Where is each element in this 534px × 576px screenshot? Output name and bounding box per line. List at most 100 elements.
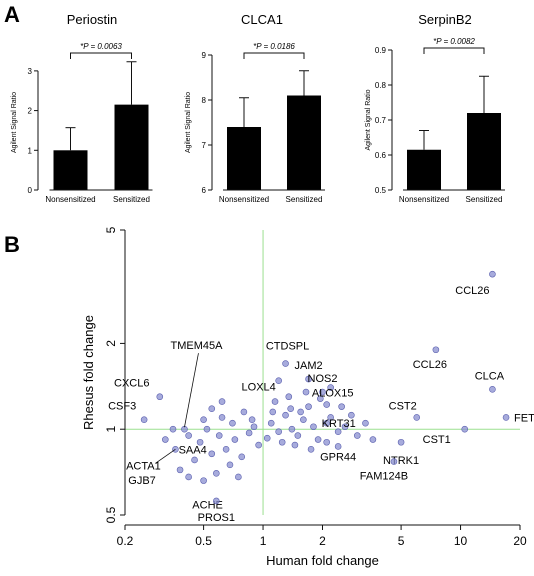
y-tick-label: 0.6 xyxy=(375,151,387,160)
bar-chart-1: Periostin 0 1 2 3 Agilent Signal Ratio Nonsens… xyxy=(11,12,153,204)
data-point xyxy=(213,470,220,477)
bar xyxy=(407,149,441,190)
significance-label: *P = 0.0082 xyxy=(433,37,475,46)
data-point xyxy=(282,360,289,367)
category-label: Nonsensitized xyxy=(219,195,269,204)
category-label: Sensitized xyxy=(113,195,150,204)
label-leader-line xyxy=(184,353,199,428)
data-point xyxy=(231,436,239,443)
significance-label: *P = 0.0063 xyxy=(80,42,122,51)
data-point xyxy=(235,473,242,481)
data-point xyxy=(282,411,289,419)
label-leader-line xyxy=(155,448,176,464)
x-tick-label: 1 xyxy=(260,534,267,548)
y-tick-label: 8 xyxy=(202,96,207,105)
x-axis-label: Human fold change xyxy=(266,553,379,568)
panel-b-label: B xyxy=(4,232,20,257)
data-point-label: NTRK1 xyxy=(383,455,419,467)
data-point xyxy=(218,414,226,421)
data-point-label: CCL26 xyxy=(455,285,489,297)
data-point xyxy=(156,393,164,401)
y-tick-label: 2 xyxy=(28,107,33,116)
data-point xyxy=(269,408,277,416)
bar xyxy=(227,127,261,190)
category-label: Sensitized xyxy=(466,195,503,204)
data-point xyxy=(271,398,279,405)
panel-a-label: A xyxy=(4,2,20,27)
data-point xyxy=(229,419,236,427)
data-point xyxy=(323,419,330,427)
y-tick-label: 7 xyxy=(202,141,207,150)
data-point-label: ACTA1 xyxy=(126,460,161,472)
data-point xyxy=(240,408,248,416)
data-point xyxy=(196,438,204,446)
data-point xyxy=(323,438,330,446)
data-point xyxy=(176,466,184,474)
data-point xyxy=(314,436,322,443)
data-point xyxy=(250,423,258,431)
bar xyxy=(287,95,321,190)
data-point xyxy=(341,423,349,431)
data-point xyxy=(263,434,271,442)
data-point xyxy=(255,441,262,449)
data-point xyxy=(218,398,226,405)
data-point xyxy=(310,423,317,431)
x-tick-label: 10 xyxy=(454,534,468,548)
data-point xyxy=(489,270,496,278)
data-point xyxy=(238,453,246,461)
data-point xyxy=(327,414,334,421)
data-point-label: CTDSPL xyxy=(266,341,309,353)
data-point xyxy=(191,456,198,464)
data-point xyxy=(297,408,304,416)
y-axis-label: Agilent Signal Ratio xyxy=(365,89,372,150)
data-point xyxy=(248,416,256,423)
data-point-label: JAM2 xyxy=(294,360,322,372)
y-tick-label: 0.5 xyxy=(375,186,387,195)
data-point xyxy=(140,416,148,423)
bar-chart-2: CLCA1 6 7 8 9 Agilent Signal Ratio Nonsensitiz… xyxy=(185,12,325,204)
data-point xyxy=(208,450,216,458)
bar-charts: Periostin 0 1 2 3 Agilent Signal Ratio Nonsens… xyxy=(11,12,505,204)
bar-chart-title: CLCA1 xyxy=(241,12,283,27)
data-point xyxy=(226,461,234,469)
data-point xyxy=(278,438,286,446)
data-point-label: CSF3 xyxy=(108,401,136,413)
bar xyxy=(114,104,149,190)
data-point xyxy=(397,438,405,446)
data-point xyxy=(334,443,342,450)
data-point-label: GJB7 xyxy=(128,475,156,487)
data-point xyxy=(169,425,177,433)
y-tick-label: 6 xyxy=(202,186,207,195)
data-point-label: CST1 xyxy=(423,434,451,446)
data-point-label: NOS2 xyxy=(308,373,338,385)
y-tick-label: 0.9 xyxy=(375,46,387,55)
data-point xyxy=(353,432,361,439)
y-axis-label: Rhesus fold change xyxy=(81,315,96,430)
data-point xyxy=(305,375,312,383)
data-point xyxy=(213,497,220,505)
data-point xyxy=(502,414,510,421)
scatter-chart: 0.2 0.5 1 2 5 10 20 0.5 1 2 5 Human fold change Rhes… xyxy=(81,226,534,568)
data-point-label: KRT31 xyxy=(322,418,356,430)
data-point xyxy=(338,403,345,410)
data-point-label: LOXL4 xyxy=(242,382,276,394)
data-point xyxy=(275,428,282,436)
data-point xyxy=(362,419,369,427)
data-point xyxy=(222,446,230,453)
data-point xyxy=(323,401,330,408)
data-point-label: FETUB xyxy=(514,412,534,424)
data-point xyxy=(413,414,421,421)
data-point xyxy=(208,405,216,413)
data-point xyxy=(390,458,398,465)
data-point xyxy=(200,416,207,423)
data-point xyxy=(294,432,302,439)
significance-bracket xyxy=(423,47,485,54)
x-tick-label: 20 xyxy=(513,534,527,548)
y-tick-label: 2 xyxy=(104,340,118,347)
y-tick-label: 0 xyxy=(28,186,33,195)
y-axis-label: Agilent Signal Ratio xyxy=(11,92,18,153)
y-tick-label: 9 xyxy=(202,51,207,60)
data-point-label: CST2 xyxy=(389,400,417,412)
data-point xyxy=(267,419,275,427)
